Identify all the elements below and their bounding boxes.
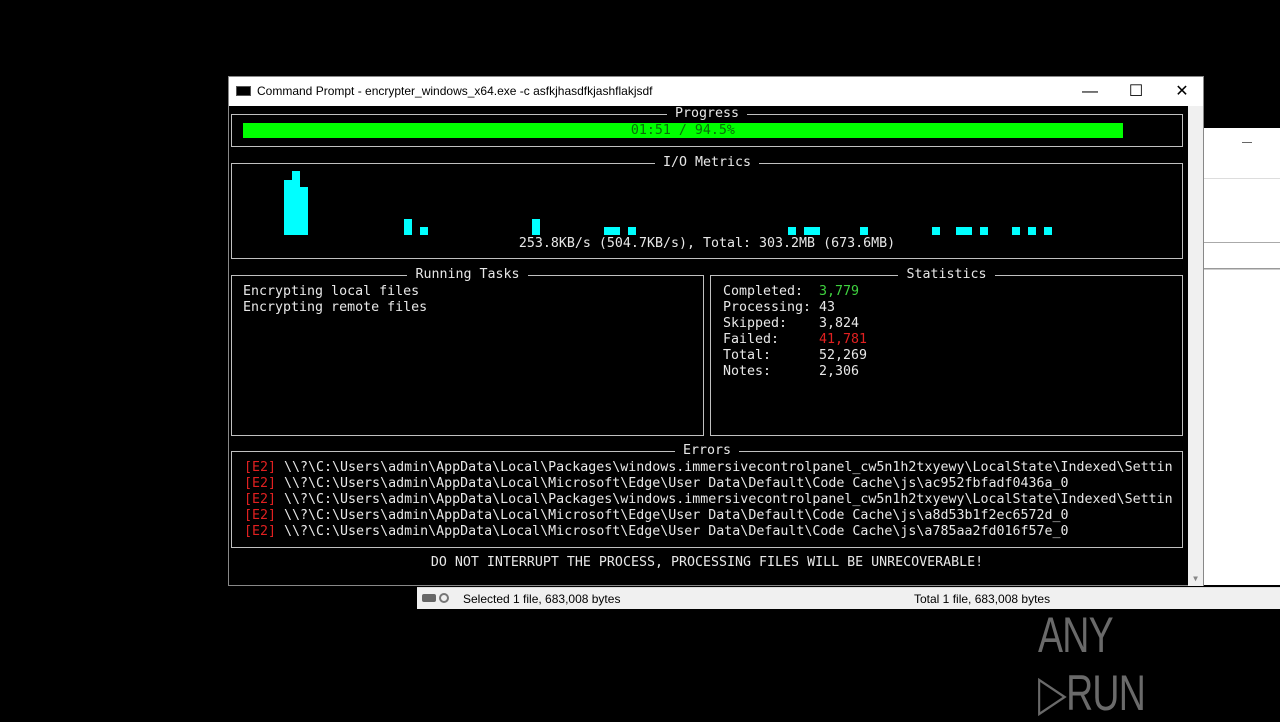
io-bar bbox=[956, 227, 964, 235]
title-bar: Command Prompt - encrypter_windows_x64.e… bbox=[229, 77, 1203, 106]
io-bar bbox=[804, 227, 812, 235]
background-explorer-window bbox=[1203, 128, 1280, 585]
error-code: [E2] bbox=[244, 492, 277, 507]
progress-label: 01:51 / 94.5% bbox=[630, 123, 735, 138]
total-info: Total 1 file, 683,008 bytes bbox=[914, 592, 1051, 606]
error-path: \\?\C:\Users\admin\AppData\Local\Package… bbox=[284, 492, 1172, 507]
progress-bar: 01:51 / 94.5% bbox=[243, 123, 1123, 138]
network-icon bbox=[439, 593, 449, 603]
stats-title: Statistics bbox=[898, 267, 995, 282]
scroll-up-arrow[interactable] bbox=[1188, 106, 1203, 121]
stat-value: 2,306 bbox=[819, 364, 860, 379]
io-bar bbox=[420, 227, 428, 235]
stat-label: Failed: bbox=[723, 332, 780, 347]
command-prompt-window: Command Prompt - encrypter_windows_x64.e… bbox=[228, 76, 1204, 586]
stat-label: Processing: bbox=[723, 300, 812, 315]
error-code: [E2] bbox=[244, 508, 277, 523]
vertical-scrollbar[interactable]: ▼ bbox=[1188, 106, 1203, 586]
io-summary: 253.8KB/s (504.7KB/s), Total: 303.2MB (6… bbox=[518, 236, 896, 251]
io-metrics-panel: I/O Metrics 253.8KB/s (504.7KB/s), Total… bbox=[231, 155, 1183, 259]
io-bar bbox=[604, 227, 612, 235]
io-bar bbox=[532, 219, 540, 235]
close-button[interactable]: ✕ bbox=[1175, 83, 1189, 100]
minimize-button[interactable]: — bbox=[1082, 83, 1098, 100]
anyrun-watermark: ANY ▷RUN bbox=[1038, 607, 1146, 721]
io-bar bbox=[1044, 227, 1052, 235]
scroll-down-arrow[interactable]: ▼ bbox=[1193, 574, 1198, 583]
io-bar bbox=[1028, 227, 1036, 235]
stat-label: Notes: bbox=[723, 364, 772, 379]
io-bar bbox=[628, 227, 636, 235]
drive-icon bbox=[422, 594, 436, 602]
errors-title: Errors bbox=[674, 443, 740, 458]
cmd-icon bbox=[236, 86, 251, 96]
io-bar bbox=[404, 219, 412, 235]
console-output: Progress 01:51 / 94.5% I/O Metrics 253.8… bbox=[229, 106, 1189, 586]
stat-value: 43 bbox=[819, 300, 836, 315]
errors-panel: Errors [E2] \\?\C:\Users\admin\AppData\Lo… bbox=[231, 443, 1183, 548]
io-bar bbox=[292, 171, 300, 235]
window-title: Command Prompt - encrypter_windows_x64.e… bbox=[257, 84, 653, 98]
io-bar bbox=[1012, 227, 1020, 235]
task-item: Encrypting local files bbox=[243, 284, 420, 299]
io-bar bbox=[964, 227, 972, 235]
tasks-title: Running Tasks bbox=[407, 267, 528, 282]
stat-label: Completed: bbox=[723, 284, 804, 299]
io-bar bbox=[788, 227, 796, 235]
error-path: \\?\C:\Users\admin\AppData\Local\Microso… bbox=[284, 524, 1069, 539]
stat-value: 52,269 bbox=[819, 348, 868, 363]
io-bar bbox=[812, 227, 820, 235]
error-path: \\?\C:\Users\admin\AppData\Local\Package… bbox=[284, 460, 1172, 475]
io-bar bbox=[612, 227, 620, 235]
error-code: [E2] bbox=[244, 476, 277, 491]
error-path: \\?\C:\Users\admin\AppData\Local\Microso… bbox=[284, 476, 1069, 491]
stat-value: 3,824 bbox=[819, 316, 860, 331]
minimize-glyph bbox=[1242, 142, 1252, 143]
io-bar bbox=[300, 187, 308, 235]
warning-message: DO NOT INTERRUPT THE PROCESS, PROCESSING… bbox=[430, 555, 984, 570]
selected-info: Selected 1 file, 683,008 bytes bbox=[463, 592, 621, 606]
stat-label: Skipped: bbox=[723, 316, 788, 331]
error-path: \\?\C:\Users\admin\AppData\Local\Microso… bbox=[284, 508, 1069, 523]
maximize-button[interactable]: ☐ bbox=[1128, 83, 1144, 100]
statistics-panel: Statistics Completed: 3,779 Processing: 43 S… bbox=[710, 267, 1183, 436]
stat-value: 3,779 bbox=[819, 284, 860, 299]
error-code: [E2] bbox=[244, 460, 277, 475]
progress-panel: Progress 01:51 / 94.5% bbox=[231, 106, 1183, 147]
task-item: Encrypting remote files bbox=[243, 300, 428, 315]
error-code: [E2] bbox=[244, 524, 277, 539]
explorer-status-bar: Selected 1 file, 683,008 bytes Total 1 f… bbox=[417, 587, 1280, 609]
io-title: I/O Metrics bbox=[654, 155, 760, 170]
progress-title: Progress bbox=[666, 106, 748, 121]
stat-label: Total: bbox=[723, 348, 772, 363]
io-bar bbox=[980, 227, 988, 235]
stat-value: 41,781 bbox=[819, 332, 868, 347]
io-bar bbox=[284, 180, 292, 235]
running-tasks-panel: Running Tasks Encrypting local files Enc… bbox=[231, 267, 704, 436]
io-bar bbox=[860, 227, 868, 235]
io-bar bbox=[932, 227, 940, 235]
